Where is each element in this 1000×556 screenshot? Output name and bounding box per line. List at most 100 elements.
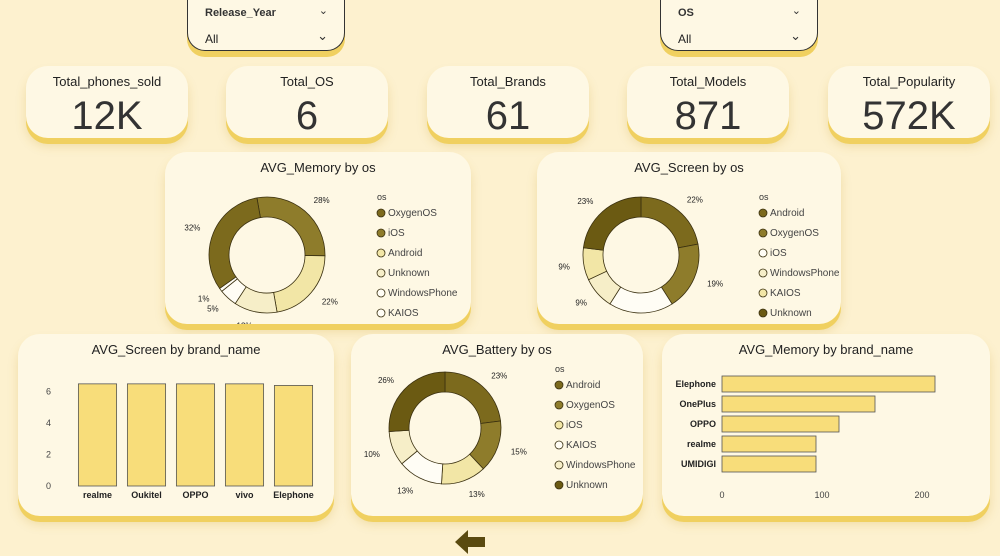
y-tick-label: 4 (46, 418, 51, 428)
legend-item-android: Android (388, 248, 422, 259)
avg-memory-by-os-card: AVG_Memory by os 28% 22% 12% 5%1% 32% osOxyge… (165, 152, 471, 324)
slicer-selected-value[interactable]: All (205, 32, 219, 46)
back-arrow-icon[interactable] (455, 530, 487, 554)
slice-data-label: 12% (237, 322, 253, 324)
slice-data-label: 32% (184, 224, 200, 233)
kpi-value: 61 (485, 94, 531, 138)
legend-item-ios: iOS (566, 420, 583, 431)
slice-data-label: 18% (633, 323, 649, 324)
legend-marker (554, 480, 564, 490)
legend-item-unknown: Unknown (770, 308, 812, 319)
y-tick-label: 6 (46, 387, 51, 397)
donut-slice-unknown (388, 371, 446, 432)
avg-screen-by-brand-card: AVG_Screen by brand_name 0 2 4 6 realme Oukit… (18, 334, 334, 516)
avg-screen-by-os-card: AVG_Screen by os 22% 19% 18% 9% 9% 23% osAndro… (537, 152, 841, 324)
donut-slice-android (640, 196, 699, 249)
legend-marker (758, 288, 768, 298)
x-tick-label: 100 (814, 490, 829, 500)
bar-oukitel (126, 383, 167, 487)
legend-item-oxygenos: OxygenOS (388, 208, 437, 219)
kpi-card-popularity: Total_Popularity 572K (828, 66, 990, 138)
kpi-card-os: Total_OS 6 (226, 66, 388, 138)
legend-marker (758, 228, 768, 238)
slicer-field-label: OS (678, 7, 694, 19)
chevron-down-icon[interactable]: ⌄ (791, 5, 801, 17)
chevron-down-icon[interactable]: ⌄ (790, 28, 801, 43)
x-tick-label: OPPO (182, 490, 208, 500)
bar-elephone (721, 375, 936, 393)
legend-marker (554, 440, 564, 450)
legend-item-kaios: KAIOS (388, 308, 419, 319)
bar-elephone (273, 385, 314, 487)
avg-screen-by-brand-bar-chart: 0 2 4 6 realme Oukitel OPPO vivo Elephone (46, 383, 314, 500)
slice-data-label: 9% (575, 299, 587, 308)
kpi-card-phones-sold: Total_phones_sold 12K (26, 66, 188, 138)
kpi-value: 6 (295, 94, 319, 138)
chart-title: AVG_Memory by os (260, 160, 376, 175)
y-tick-label: Elephone (675, 379, 716, 389)
kpi-card-models: Total_Models 871 (627, 66, 789, 138)
kpi-label: Total_Popularity (862, 74, 956, 89)
slicer-field-label: Release_Year (205, 7, 276, 19)
slicer-selected-value[interactable]: All (678, 32, 692, 46)
kpi-label: Total_Models (669, 74, 747, 89)
legend-item-android: Android (770, 208, 804, 219)
y-tick-label: 0 (46, 481, 51, 491)
legend-marker (554, 420, 564, 430)
legend-title: os (377, 192, 387, 202)
os-slicer[interactable]: OS ⌄ All ⌄ (660, 0, 818, 51)
legend-title: os (555, 364, 565, 374)
legend-marker (376, 208, 386, 218)
slice-data-label: 9% (558, 262, 570, 271)
slice-data-label: 22% (687, 196, 703, 205)
slice-data-label: 28% (314, 196, 330, 205)
legend-item-unknown: Unknown (566, 480, 608, 491)
y-tick-label: OPPO (690, 419, 716, 429)
avg-battery-by-os-card: AVG_Battery by os 23% 15% 13% 13% 10% 26% os An… (351, 334, 643, 516)
legend-marker (376, 228, 386, 238)
bar-oppo (721, 415, 840, 433)
slice-data-label: 13% (397, 486, 413, 495)
kpi-value: 572K (862, 94, 956, 138)
legend-marker (376, 268, 386, 278)
bar-oppo (175, 383, 216, 487)
donut-slice-ios (609, 286, 673, 314)
slice-data-label: 23% (491, 371, 507, 380)
kpi-value: 12K (71, 94, 143, 138)
y-tick-label: OnePlus (679, 399, 716, 409)
legend-item-windowsphone: WindowsPhone (388, 288, 458, 299)
slice-data-label: 1% (198, 294, 210, 303)
x-tick-label: Elephone (273, 490, 314, 500)
x-tick-label: Oukitel (131, 490, 162, 500)
avg-memory-by-brand-card: AVG_Memory by brand_name Elephone OnePlus… (662, 334, 990, 516)
legend-item-kaios: KAIOS (566, 440, 597, 451)
legend-marker (758, 248, 768, 258)
legend-item-android: Android (566, 380, 600, 391)
y-tick-label: UMIDIGI (681, 459, 716, 469)
chevron-down-icon[interactable]: ⌄ (317, 28, 328, 43)
avg-memory-by-brand-bar-chart: Elephone OnePlus OPPO realme UMIDIGI 0 100 200 (675, 375, 936, 500)
bar-realme (77, 383, 118, 487)
legend-item-ios: iOS (388, 228, 405, 239)
legend-marker (554, 460, 564, 470)
chart-title: AVG_Memory by brand_name (738, 342, 914, 357)
legend-item-windowsphone: WindowsPhone (770, 268, 840, 279)
legend-item-unknown: Unknown (388, 268, 430, 279)
kpi-label: Total_OS (280, 74, 334, 89)
slice-data-label: 15% (511, 448, 527, 457)
chevron-down-icon[interactable]: ⌄ (318, 5, 328, 17)
legend-marker (376, 248, 386, 258)
bar-oneplus (721, 395, 876, 413)
kpi-value: 871 (674, 94, 742, 138)
y-tick-label: 2 (46, 450, 51, 460)
legend-marker (376, 288, 386, 298)
legend-item-ios: iOS (770, 248, 787, 259)
legend-item-oxygenos: OxygenOS (770, 228, 819, 239)
x-tick-label: vivo (235, 490, 254, 500)
donut-slice-unknown (583, 196, 642, 251)
slice-data-label: 5% (207, 304, 219, 313)
release-year-slicer[interactable]: Release_Year ⌄ All ⌄ (187, 0, 345, 51)
